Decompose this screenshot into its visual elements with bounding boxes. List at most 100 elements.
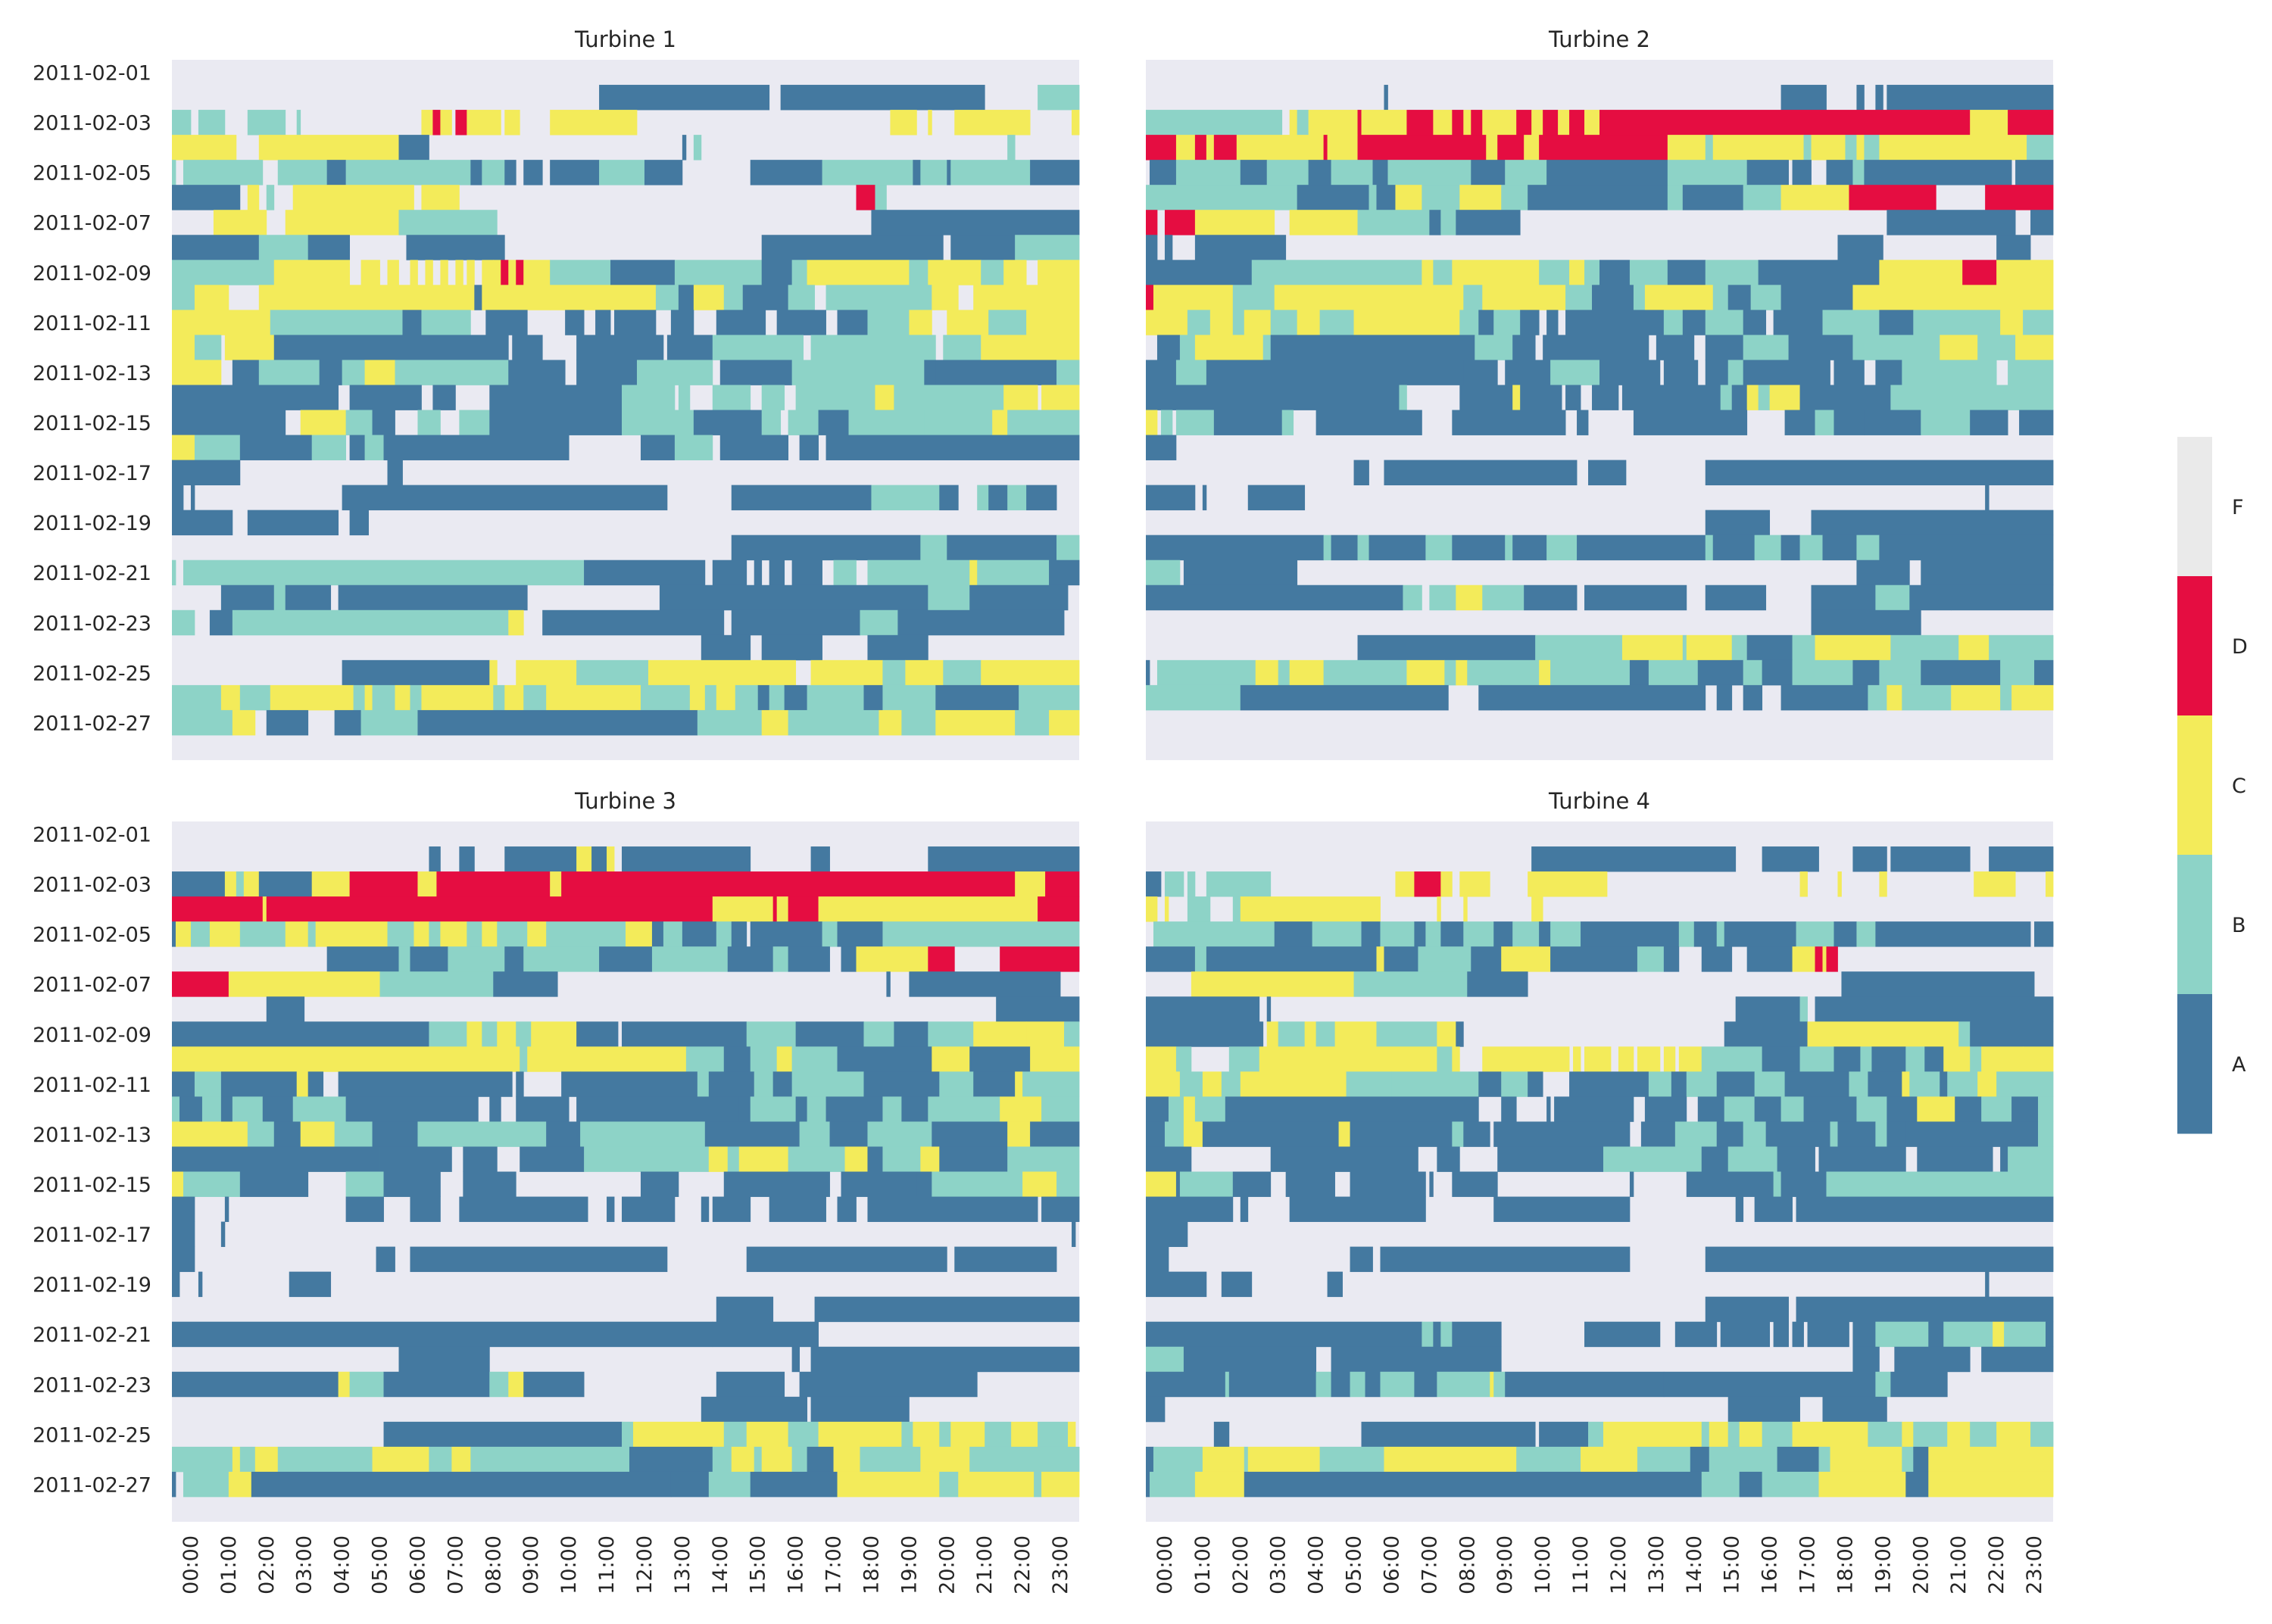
x-tick-label: 12:00 <box>633 1535 657 1594</box>
heatmap-cell-A <box>1852 846 1887 872</box>
heatmap-cell-C <box>172 1121 248 1147</box>
heatmap-cell-A <box>704 1121 801 1147</box>
heatmap-cell-C <box>1146 896 1158 922</box>
heatmap-cell-B <box>1550 921 1581 947</box>
heatmap-cell-B <box>1463 921 1494 947</box>
heatmap-cell-D <box>1452 110 1464 136</box>
x-tick-label: 02:00 <box>1229 1535 1253 1594</box>
heatmap-cell-A <box>1353 460 1369 486</box>
x-tick-label: 08:00 <box>1456 1535 1479 1594</box>
heatmap-cell-B <box>723 1421 747 1448</box>
heatmap-cell-C <box>1041 1471 1080 1498</box>
heatmap-cell-A <box>220 1221 226 1248</box>
heatmap-cell-C <box>761 1446 793 1473</box>
heatmap-cell-A <box>950 235 1016 260</box>
heatmap-cell-B <box>1262 335 1272 360</box>
colorbar-swatch-B <box>2177 855 2212 995</box>
heatmap-cell-B <box>307 921 317 947</box>
heatmap-cell-A <box>1289 1196 1426 1222</box>
heatmap-cell-A <box>1837 1121 1876 1147</box>
x-tick-label: 05:00 <box>1343 1535 1366 1594</box>
heatmap-cell-A <box>795 1021 864 1047</box>
heatmap-cell-A <box>666 335 713 360</box>
heatmap-cell-C <box>776 1046 793 1072</box>
heatmap-cell-A <box>1577 410 1589 435</box>
heatmap-cell-B <box>1380 1371 1415 1398</box>
heatmap-cell-B <box>1315 1371 1331 1398</box>
heatmap-cell-A <box>1970 410 2008 435</box>
heatmap-cell-B <box>1516 1446 1581 1473</box>
heatmap-cell-A <box>969 584 1069 611</box>
heatmap-cell-A <box>1731 385 1748 410</box>
heatmap-cell-C <box>292 185 414 210</box>
heatmap-cell-A <box>769 1196 826 1222</box>
heatmap-cell-B <box>1387 160 1471 185</box>
heatmap-cell-C <box>228 1471 252 1498</box>
heatmap-cell-B <box>489 1371 509 1398</box>
heatmap-cell-A <box>1799 1021 1808 1047</box>
heatmap-cell-B <box>1796 921 1834 947</box>
heatmap-cell-B <box>723 285 744 310</box>
heatmap-cell-A <box>516 1096 570 1122</box>
x-tick-label: 00:00 <box>1153 1535 1177 1594</box>
heatmap-cell-A <box>1493 1121 1593 1147</box>
y-tick-label: 2011-02-17 <box>33 462 151 485</box>
heatmap-cell-A <box>814 1296 1080 1323</box>
heatmap-cell-B <box>622 410 694 435</box>
heatmap-cell-A <box>754 560 763 586</box>
heatmap-cell-A <box>1716 1071 1755 1097</box>
heatmap-cell-C <box>172 360 222 385</box>
heatmap-cell-B <box>482 160 505 185</box>
heatmap-cell-C <box>928 110 932 136</box>
heatmap-cell-C <box>270 684 354 711</box>
panel-turbine-1: Turbine 12011-02-012011-02-032011-02-052… <box>33 26 1080 760</box>
heatmap-cell-A <box>1146 996 1260 1022</box>
heatmap-cell-B <box>636 360 713 385</box>
heatmap-cell-A <box>1890 846 1971 872</box>
heatmap-cell-A <box>651 921 664 947</box>
heatmap-cell-A <box>924 360 936 385</box>
heatmap-cell-C <box>1573 1046 1581 1072</box>
heatmap-cell-C <box>1974 871 2016 897</box>
heatmap-cell-B <box>172 709 233 736</box>
x-tick-label: 08:00 <box>482 1535 505 1594</box>
heatmap-cell-C <box>935 709 1016 736</box>
panel-title: Turbine 4 <box>1548 788 1650 814</box>
heatmap-cell-B <box>1175 160 1241 185</box>
heatmap-cell-D <box>1569 110 1585 136</box>
heatmap-cell-A <box>172 235 260 260</box>
heatmap-cell-C <box>1584 110 1600 136</box>
heatmap-cell-B <box>1022 1071 1080 1097</box>
heatmap-cell-B <box>985 1421 1012 1448</box>
heatmap-cell-A <box>799 1371 978 1398</box>
heatmap-cell-C <box>1003 260 1027 285</box>
heatmap-cell-C <box>2015 335 2054 360</box>
heatmap-cell-D <box>516 260 524 285</box>
heatmap-cell-A <box>1773 310 1823 335</box>
heatmap-cell-B <box>1818 1446 1830 1473</box>
heatmap-cell-D <box>1000 946 1080 972</box>
heatmap-cell-B <box>1278 1021 1306 1047</box>
heatmap-cell-A <box>1384 460 1578 486</box>
heatmap-cell-B <box>1678 921 1695 947</box>
heatmap-cell-C <box>296 1071 309 1097</box>
heatmap-cell-A <box>584 560 706 586</box>
heatmap-cell-B <box>928 584 970 611</box>
heatmap-cell-B <box>1849 1071 1868 1097</box>
heatmap-cell-C <box>508 260 517 285</box>
heatmap-cell-A <box>1539 1421 1589 1448</box>
heatmap-cell-A <box>1459 385 1513 410</box>
heatmap-cell-A <box>1985 1271 1990 1298</box>
heatmap-cell-A <box>1565 385 1581 410</box>
heatmap-cell-B <box>1539 260 1570 285</box>
heatmap-cell-B <box>712 385 751 410</box>
heatmap-cell-C <box>1183 1121 1203 1147</box>
heatmap-cell-A <box>1429 1171 1434 1197</box>
colorbar-label: A <box>2232 1053 2246 1077</box>
heatmap-cell-C <box>1780 185 1849 210</box>
x-tick-label: 19:00 <box>1871 1535 1895 1594</box>
heatmap-cell-A <box>708 1071 755 1097</box>
heatmap-cell-A <box>1864 410 1921 435</box>
panel-turbine-4: Turbine 400:00 01:00 02:00 03:00 04:00 05:00 0… <box>1146 788 2054 1594</box>
heatmap-cell-B <box>523 684 547 711</box>
